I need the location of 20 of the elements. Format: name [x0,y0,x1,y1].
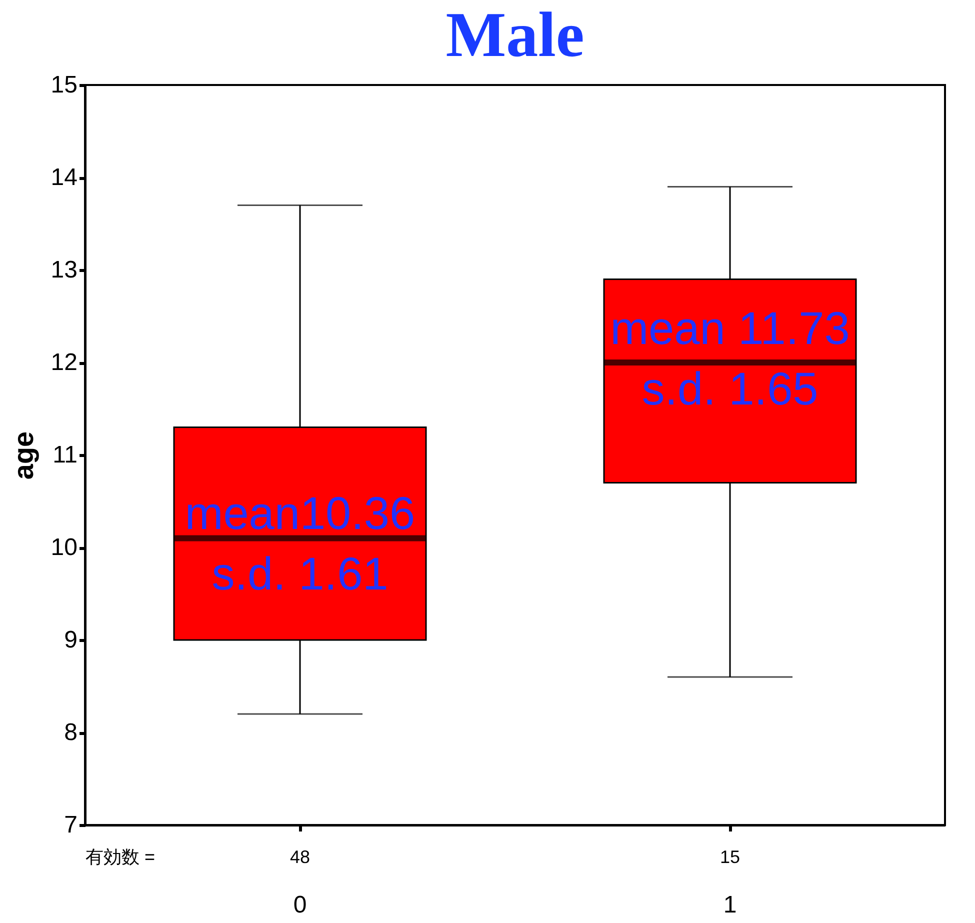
text: 15 [720,847,740,867]
annotation: mean 11.73 [610,302,850,354]
text: 有効数 = [85,847,155,867]
y-tick-label: 15 [50,72,78,98]
y-tick-label: 8 [64,719,78,746]
chart-title: Male [446,0,584,70]
y-tick-label: 12 [50,349,78,376]
text: 48 [290,847,310,867]
x-tick-label: 0 [293,892,307,918]
y-tick-label: 14 [50,164,78,191]
y-axis-title: age [8,431,39,480]
annotation: s.d. 1.61 [212,547,388,600]
annotation: s.d. 1.65 [642,362,818,414]
y-tick-label: 7 [64,812,78,838]
y-tick-label: 11 [52,442,78,468]
y-tick-label: 13 [50,256,78,284]
x-tick-label: 1 [723,892,737,918]
y-tick-label: 9 [64,626,78,654]
y-tick-label: 10 [50,534,78,561]
annotation: mean10.36 [184,487,416,540]
